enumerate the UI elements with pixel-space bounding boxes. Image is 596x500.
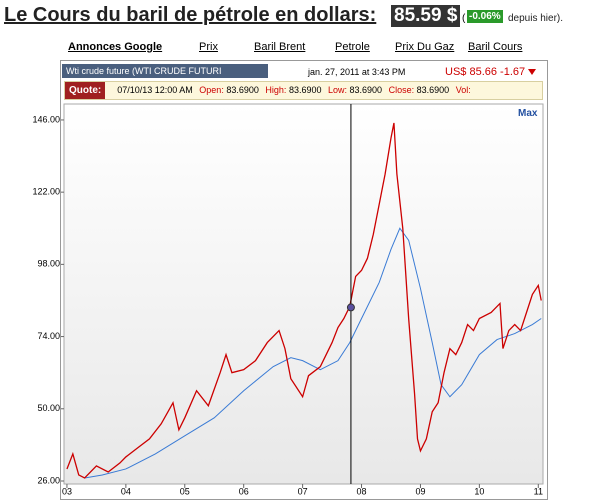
price: 85.59 $ bbox=[391, 5, 461, 27]
y-tick-label: 122.00 bbox=[32, 187, 60, 197]
field-label: Open: bbox=[199, 85, 224, 95]
widget-price: US$ 85.66 -1.67 bbox=[445, 66, 537, 78]
y-tick-label: 50.00 bbox=[37, 403, 60, 413]
crosshair-dot bbox=[346, 303, 355, 312]
max-button[interactable]: Max bbox=[518, 108, 538, 119]
y-tick-label: 146.00 bbox=[32, 114, 60, 124]
field-value: 83.6900 bbox=[288, 85, 322, 95]
x-tick-label: 08 bbox=[357, 486, 367, 496]
field-value: 83.6900 bbox=[226, 85, 259, 95]
plot-area bbox=[63, 103, 544, 485]
x-tick-label: 04 bbox=[121, 486, 131, 496]
change-suffix: depuis hier). bbox=[508, 13, 564, 24]
field-value: 83.6900 bbox=[349, 85, 383, 95]
x-tick-label: 06 bbox=[239, 486, 249, 496]
quote-label: Quote: bbox=[65, 82, 106, 99]
x-tick-label: 03 bbox=[62, 486, 72, 496]
y-tick-label: 74.00 bbox=[37, 331, 60, 341]
field-label: High: bbox=[265, 85, 287, 95]
y-tick-label: 98.00 bbox=[37, 259, 60, 269]
x-tick-label: 10 bbox=[474, 486, 484, 496]
change: -0.06% bbox=[467, 10, 503, 23]
quote-bar: Quote: 07/10/13 12:00 AM Open: 83.6900 Hi… bbox=[64, 81, 543, 100]
chart: 26.00 50.00 74.00 98.00 122.00 146.00 03 04 05 06… bbox=[32, 103, 544, 496]
field-label: Close: bbox=[388, 85, 415, 95]
widget-price-text: US$ 85.66 -1.67 bbox=[445, 66, 526, 78]
field-label: Low: bbox=[328, 85, 348, 95]
page-title: Le Cours du baril de pétrole en dollars: bbox=[4, 4, 377, 26]
y-tick-label: 26.00 bbox=[37, 475, 60, 485]
timestamp: jan. 27, 2011 at 3:43 PM bbox=[308, 67, 406, 77]
dropdown-arrow[interactable] bbox=[528, 69, 537, 75]
nav-link[interactable]: Prix bbox=[199, 41, 218, 53]
nav-link[interactable]: Baril Brent bbox=[254, 41, 306, 53]
quote-date: 07/10/13 12:00 AM bbox=[117, 85, 193, 95]
field-label: Vol: bbox=[455, 85, 471, 95]
nav-link[interactable]: Petrole bbox=[335, 41, 370, 53]
widget-tab: Wti crude future (WTI CRUDE FUTURI bbox=[62, 64, 268, 78]
series-line bbox=[66, 122, 542, 479]
x-tick-label: 05 bbox=[180, 486, 190, 496]
series-line bbox=[84, 227, 542, 479]
field-value: 83.6900 bbox=[416, 85, 450, 95]
x-tick-label: 11 bbox=[534, 486, 543, 496]
x-tick-label: 09 bbox=[415, 486, 425, 496]
ad-label[interactable]: Annonces Google bbox=[68, 41, 163, 53]
nav-link[interactable]: Baril Cours bbox=[468, 41, 523, 53]
nav-link[interactable]: Prix Du Gaz bbox=[395, 41, 455, 53]
paren: ( bbox=[462, 13, 466, 24]
x-tick-label: 07 bbox=[298, 486, 308, 496]
